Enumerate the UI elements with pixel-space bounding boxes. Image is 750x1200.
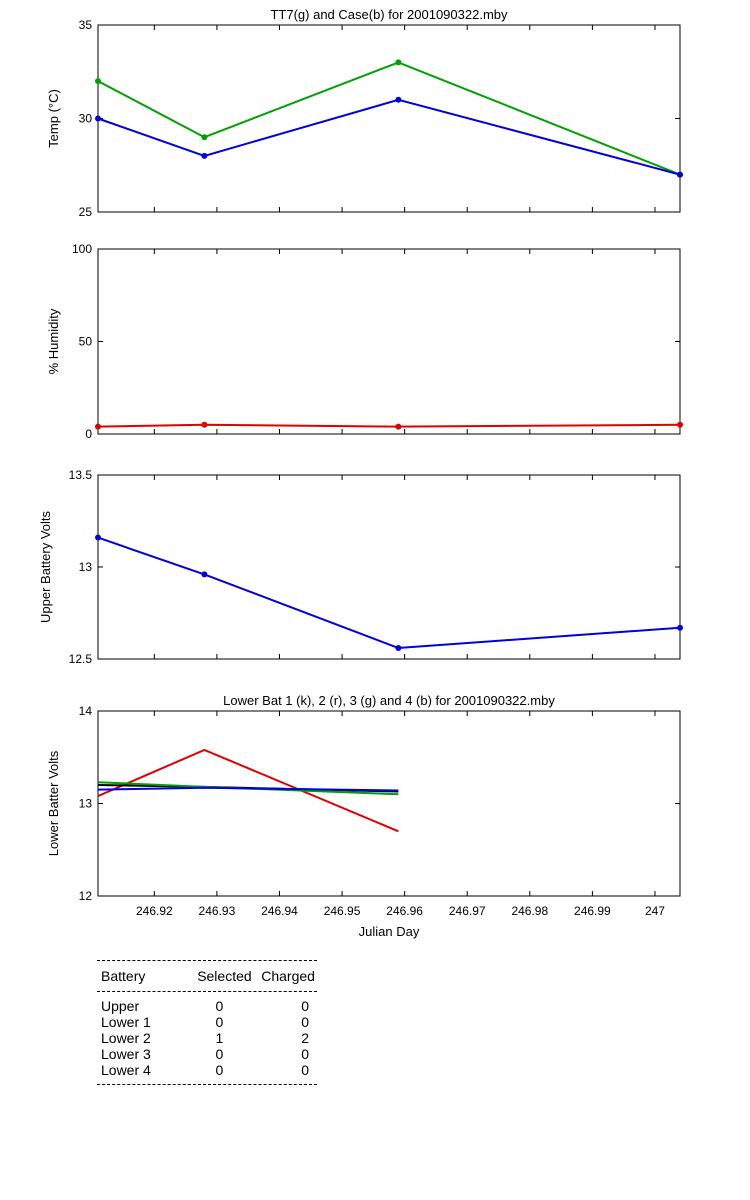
table-header-row: Battery Selected Charged	[97, 961, 317, 991]
charts-canvas: TT7(g) and Case(b) for 2001090322.mby Tem…	[38, 7, 683, 939]
cell-battery: Lower 1	[101, 1014, 151, 1030]
data-point	[95, 534, 101, 541]
x-tick-label: 246.93	[199, 904, 236, 918]
table-row: Lower 1 0 0	[97, 1014, 317, 1030]
table-row: Lower 2 1 2	[97, 1030, 317, 1046]
data-point	[95, 115, 101, 122]
cell-battery: Lower 4	[101, 1062, 151, 1078]
x-tick-label: 246.98	[511, 904, 548, 918]
plot-frame	[97, 248, 681, 435]
y-tick-label: 12	[79, 889, 93, 903]
cell-charged: 2	[301, 1030, 309, 1046]
series-line	[97, 423, 681, 428]
y-tick-label: 30	[79, 112, 93, 126]
data-point	[395, 59, 402, 66]
y-tick-label: 13.5	[69, 468, 93, 482]
cell-selected: 0	[215, 1046, 224, 1062]
y-axis-label: Upper Battery Volts	[38, 511, 53, 623]
series-line	[97, 98, 681, 176]
table-row: Lower 4 0 0	[97, 1062, 317, 1078]
cell-charged: 0	[301, 1014, 309, 1030]
plot-frame	[97, 24, 681, 213]
series-line	[97, 536, 681, 650]
cell-battery: Upper	[101, 998, 140, 1014]
data-point	[201, 421, 208, 428]
x-tick-label: 247	[645, 904, 665, 918]
x-tick-label: 246.94	[261, 904, 298, 918]
table-row: Upper 0 0	[97, 998, 317, 1014]
cell-battery: Lower 2	[101, 1030, 151, 1046]
y-tick-label: 13	[79, 560, 93, 574]
data-point	[677, 171, 683, 178]
x-tick-label: 246.99	[574, 904, 611, 918]
data-point	[395, 423, 402, 430]
cell-selected: 0	[215, 1014, 224, 1030]
table-header-rule	[97, 991, 317, 992]
y-tick-label: 14	[79, 704, 93, 718]
cell-selected: 1	[215, 1030, 224, 1046]
table-bottom-rule	[97, 1084, 317, 1085]
y-tick-label: 25	[79, 205, 93, 219]
y-axis-label: % Humidity	[46, 308, 61, 374]
chart-title: TT7(g) and Case(b) for 2001090322.mby	[270, 7, 508, 22]
cell-selected: 0	[215, 998, 224, 1014]
x-tick-label: 246.95	[324, 904, 361, 918]
table-row: Lower 3 0 0	[97, 1046, 317, 1062]
data-point	[677, 421, 683, 428]
cell-charged: 0	[301, 1046, 309, 1062]
data-point	[95, 78, 101, 85]
table-top-rule	[97, 960, 317, 961]
header-charged: Charged	[261, 968, 315, 984]
y-tick-label: 35	[79, 18, 93, 32]
battery-status-table: Battery Selected Charged Upper 0 0 Lower…	[97, 960, 317, 1085]
x-tick-label: 246.97	[449, 904, 486, 918]
header-battery: Battery	[101, 968, 146, 984]
cell-selected: 0	[215, 1062, 224, 1078]
x-axis-label: Julian Day	[359, 924, 420, 939]
data-point	[395, 644, 402, 651]
data-point	[95, 423, 101, 430]
y-tick-label: 100	[72, 242, 92, 256]
series-line	[97, 61, 681, 176]
chart-title: Lower Bat 1 (k), 2 (r), 3 (g) and 4 (b) …	[223, 693, 555, 708]
cell-charged: 0	[301, 1062, 309, 1078]
y-tick-label: 50	[79, 335, 93, 349]
data-point	[395, 96, 402, 103]
plot-frame	[97, 710, 681, 897]
x-tick-label: 246.96	[386, 904, 423, 918]
header-selected: Selected	[197, 968, 252, 984]
data-point	[201, 152, 208, 159]
cell-charged: 0	[301, 998, 309, 1014]
series-line	[97, 748, 399, 833]
data-point	[677, 624, 683, 631]
data-point	[201, 571, 208, 578]
x-tick-label: 246.92	[136, 904, 173, 918]
y-axis-label: Temp (°C)	[46, 89, 61, 148]
y-tick-label: 13	[79, 797, 93, 811]
series-line	[97, 786, 399, 792]
y-axis-label: Lower Batter Volts	[46, 750, 61, 856]
y-tick-label: 0	[85, 427, 92, 441]
y-tick-label: 12.5	[69, 652, 93, 666]
cell-battery: Lower 3	[101, 1046, 151, 1062]
data-point	[201, 134, 208, 141]
